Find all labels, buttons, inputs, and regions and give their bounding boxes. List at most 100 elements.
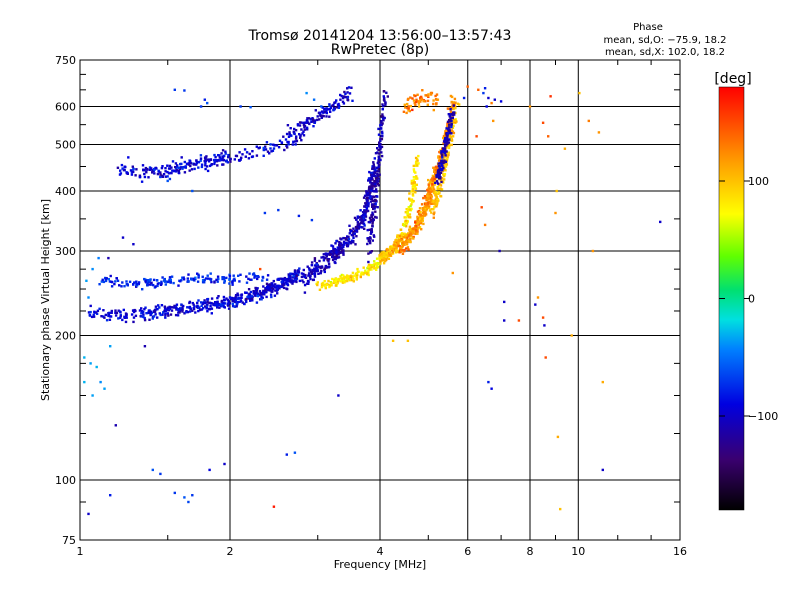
data-point <box>244 291 247 294</box>
data-point <box>291 143 294 146</box>
data-point <box>346 235 349 238</box>
data-point <box>194 311 197 314</box>
data-point <box>366 197 369 200</box>
data-point <box>352 236 355 239</box>
data-point <box>238 280 241 283</box>
data-point <box>427 197 430 200</box>
grid-lines <box>80 60 680 540</box>
data-point <box>206 303 209 306</box>
data-point <box>370 186 373 190</box>
data-point <box>166 175 169 178</box>
data-point <box>320 285 324 289</box>
data-point <box>313 119 316 122</box>
data-point <box>191 494 194 497</box>
data-point <box>382 253 386 256</box>
data-point <box>83 356 86 359</box>
data-point <box>174 165 177 169</box>
data-point <box>134 309 137 313</box>
data-point <box>294 129 298 132</box>
data-point <box>407 107 410 110</box>
data-point <box>385 248 388 252</box>
data-point <box>369 181 372 184</box>
data-point <box>132 243 135 246</box>
data-point <box>302 281 305 284</box>
data-point <box>375 176 379 180</box>
data-point <box>372 207 375 211</box>
data-point <box>411 231 415 235</box>
data-point <box>372 218 375 222</box>
data-point <box>398 251 401 254</box>
data-point <box>445 150 448 153</box>
data-point <box>374 188 378 191</box>
data-point <box>373 235 376 238</box>
data-point <box>217 277 220 281</box>
data-point <box>437 156 440 159</box>
data-point <box>313 121 316 124</box>
data-point <box>322 111 325 114</box>
data-point <box>295 135 298 138</box>
data-point <box>134 314 138 317</box>
data-point <box>427 185 431 188</box>
data-point <box>462 96 466 100</box>
data-point <box>356 221 360 224</box>
data-point <box>320 284 324 287</box>
data-point <box>247 297 251 300</box>
data-point <box>130 171 134 174</box>
data-point <box>360 271 363 274</box>
data-point <box>409 228 412 231</box>
data-point <box>108 311 111 315</box>
data-point <box>436 198 439 201</box>
data-point <box>360 272 363 276</box>
data-point <box>340 242 343 245</box>
data-point <box>219 158 222 162</box>
data-point <box>370 189 373 192</box>
data-point <box>448 123 451 126</box>
data-point <box>316 118 319 122</box>
data-point <box>147 309 151 312</box>
data-point <box>174 306 178 309</box>
data-point <box>337 394 340 397</box>
data-point <box>447 127 450 131</box>
data-point <box>401 252 405 255</box>
data-point <box>321 114 324 117</box>
data-point <box>391 249 394 252</box>
data-point <box>214 158 217 162</box>
data-point <box>220 157 223 160</box>
data-point <box>382 98 386 101</box>
data-point <box>374 175 377 178</box>
data-point <box>431 177 434 180</box>
data-point <box>266 150 270 153</box>
data-point <box>294 140 297 143</box>
data-point <box>415 160 418 163</box>
data-point <box>305 282 309 285</box>
data-point <box>124 320 128 324</box>
data-point <box>303 128 306 131</box>
data-point <box>118 284 121 287</box>
data-point <box>169 313 173 316</box>
data-point <box>308 275 312 279</box>
data-point <box>371 222 374 225</box>
data-point <box>413 101 416 105</box>
data-point <box>442 136 445 140</box>
data-point <box>410 179 413 183</box>
data-point <box>451 135 455 138</box>
data-point <box>141 164 145 167</box>
data-point <box>376 147 379 150</box>
data-point <box>428 200 431 204</box>
data-point <box>410 190 413 193</box>
data-point <box>312 272 315 275</box>
data-point <box>369 232 373 235</box>
data-point <box>369 250 372 254</box>
data-point <box>363 209 366 212</box>
data-point <box>417 219 420 222</box>
data-point <box>308 117 311 120</box>
data-point <box>105 319 109 322</box>
data-point <box>354 243 357 246</box>
data-point <box>187 162 191 165</box>
data-point <box>458 103 461 106</box>
data-point <box>441 147 445 150</box>
data-point <box>377 167 380 171</box>
data-point <box>353 216 357 220</box>
data-point <box>448 115 451 118</box>
data-point <box>369 179 372 182</box>
